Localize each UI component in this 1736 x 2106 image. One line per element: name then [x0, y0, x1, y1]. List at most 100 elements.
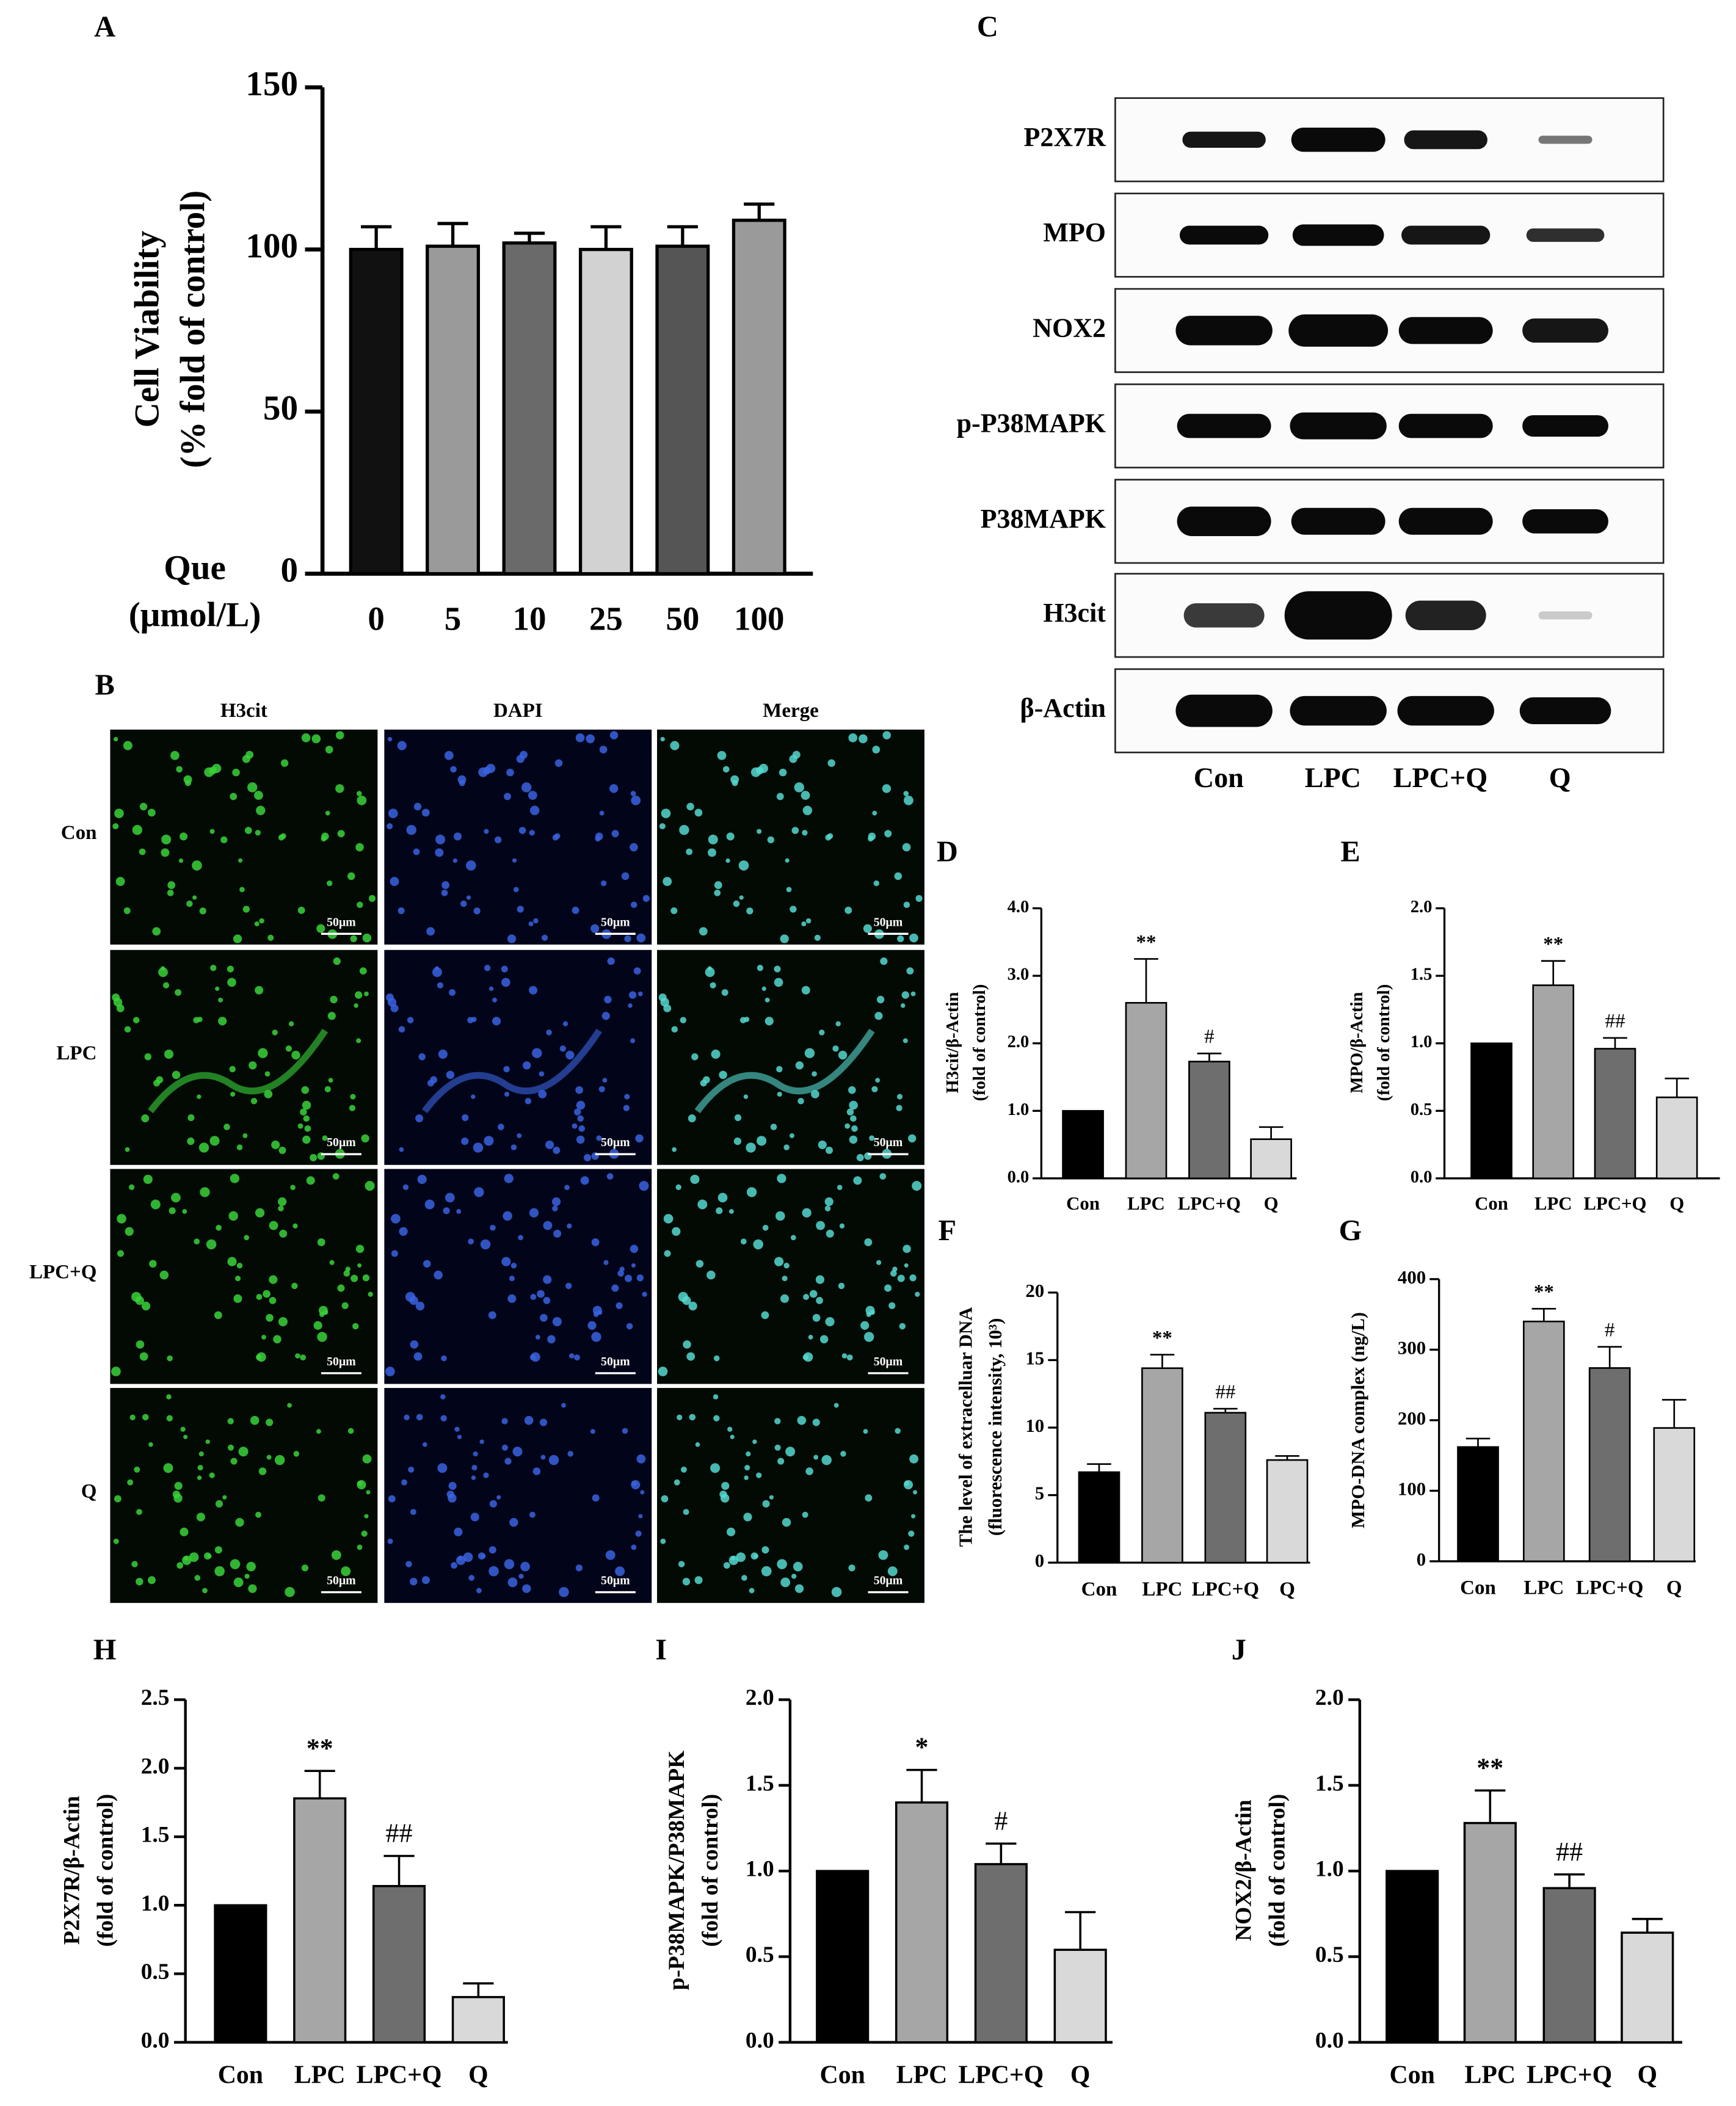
cell — [846, 1108, 854, 1116]
cell — [863, 1332, 874, 1342]
cell — [849, 1135, 858, 1144]
cell — [450, 766, 457, 773]
cell — [528, 791, 537, 800]
cell — [802, 1511, 808, 1518]
protein-label: MPO — [1043, 217, 1106, 247]
cell — [223, 1124, 230, 1130]
cell — [631, 1263, 636, 1268]
x-tick-label: LPC — [1127, 1193, 1165, 1214]
error-bar — [514, 231, 545, 243]
error-bar — [304, 1770, 335, 1799]
cell — [408, 1466, 415, 1473]
cell — [578, 1125, 586, 1132]
error-bar — [1603, 1037, 1627, 1049]
cell — [876, 1260, 882, 1265]
cell — [291, 1282, 298, 1290]
cell — [335, 731, 344, 739]
cell — [903, 1038, 908, 1044]
cell — [623, 1105, 630, 1111]
cell — [774, 965, 781, 973]
error-bar — [590, 225, 622, 250]
cell — [504, 1091, 510, 1097]
error-bar — [1632, 1917, 1663, 1933]
cell — [391, 1214, 401, 1224]
cell — [638, 1514, 643, 1519]
cell — [688, 1114, 696, 1123]
cell — [728, 1209, 734, 1214]
cell — [405, 1291, 416, 1302]
cell — [719, 1070, 727, 1080]
scale-bar-label: 50μm — [874, 1574, 903, 1587]
cell — [510, 1262, 517, 1269]
cell — [637, 991, 643, 997]
y-axis-label: (fold of control) — [970, 984, 989, 1102]
y-tick-label: 4.0 — [1008, 898, 1030, 917]
cell — [789, 755, 797, 763]
cell — [603, 1260, 609, 1265]
scale-bar-label: 50μm — [327, 915, 356, 929]
y-tick-label: 0.0 — [746, 2028, 774, 2053]
blot-band — [1522, 509, 1608, 534]
cell — [214, 1311, 222, 1320]
cell — [194, 1238, 200, 1245]
cell — [721, 989, 728, 996]
bar — [1204, 1412, 1247, 1564]
cell — [166, 1415, 173, 1422]
blot-band — [1291, 507, 1386, 535]
cell — [833, 1403, 839, 1408]
blot-band — [1180, 225, 1269, 245]
cell — [506, 768, 514, 777]
cell — [824, 1197, 833, 1207]
blot-band — [1522, 318, 1608, 343]
cell — [458, 1556, 463, 1561]
cell — [776, 1066, 783, 1073]
cell — [249, 1061, 257, 1070]
cell — [484, 829, 489, 834]
cell — [746, 907, 754, 915]
cell — [362, 933, 372, 943]
cell — [227, 1418, 234, 1425]
cell — [727, 1426, 733, 1432]
micrograph: 50μm — [110, 1388, 378, 1603]
cell — [683, 1340, 691, 1349]
cell — [639, 1181, 649, 1191]
error-bar — [437, 222, 468, 247]
cell — [247, 782, 258, 793]
significance-label: ** — [1152, 1327, 1172, 1349]
cell — [397, 741, 407, 750]
cell — [161, 834, 172, 844]
cell — [672, 1147, 677, 1152]
cell — [775, 1211, 785, 1221]
cell — [808, 1334, 813, 1340]
y-tick-label: 0.5 — [141, 1959, 170, 1984]
bar — [1062, 1109, 1104, 1180]
cell — [333, 957, 341, 965]
cell — [860, 1321, 870, 1330]
y-axis-label: p-P38MAPK/P38MAPK — [664, 1751, 689, 1991]
cell — [196, 1512, 205, 1522]
cell — [248, 1584, 257, 1593]
significance-label: ** — [1476, 1752, 1503, 1782]
cell — [849, 1100, 858, 1110]
cell — [410, 1340, 419, 1349]
lane-label: LPC+Q — [1393, 762, 1488, 793]
bar — [1386, 1870, 1439, 2044]
channel-label: DAPI — [493, 700, 543, 722]
bar — [1078, 1471, 1120, 1564]
cell — [509, 1517, 518, 1527]
panel-letter: F — [939, 1215, 957, 1247]
cell — [413, 1352, 423, 1361]
cell — [717, 750, 727, 760]
cell — [872, 746, 881, 753]
cell — [777, 1559, 787, 1569]
cell — [686, 848, 693, 855]
cell — [677, 1414, 683, 1420]
cell — [675, 1184, 681, 1190]
x-tick-label: LPC — [1534, 1193, 1572, 1214]
cell — [451, 1562, 458, 1569]
cell — [591, 1238, 600, 1246]
cell — [779, 768, 787, 777]
cell — [908, 1530, 915, 1537]
cell — [300, 1108, 307, 1116]
cell — [440, 1415, 447, 1422]
